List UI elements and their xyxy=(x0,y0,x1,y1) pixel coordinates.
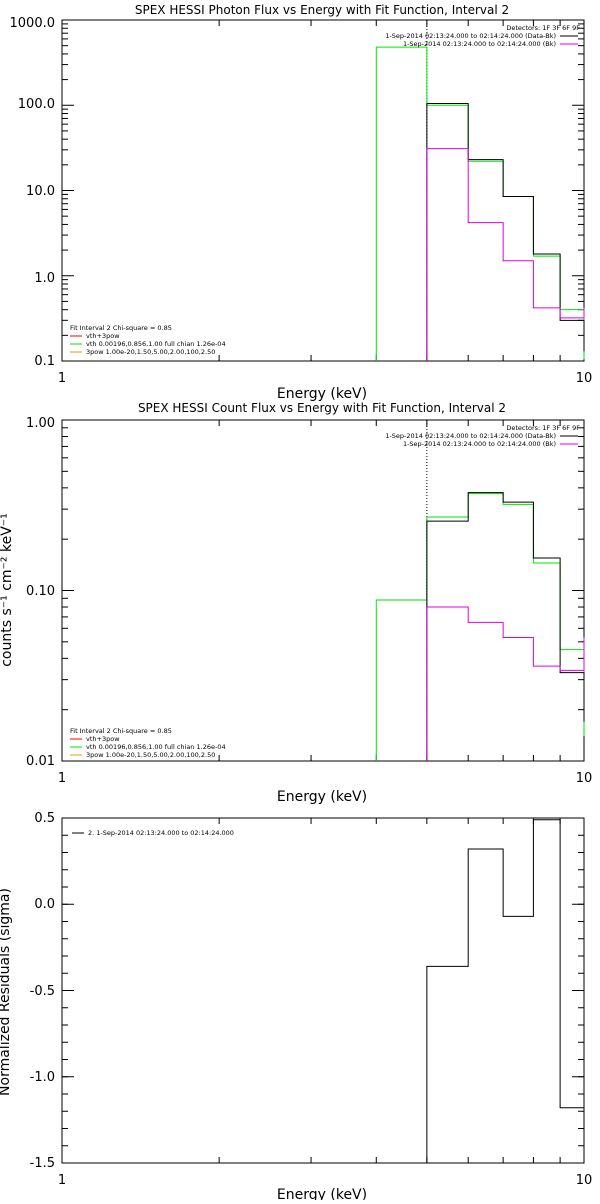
count-panel-title: SPEX HESSI Count Flux vs Energy with Fit… xyxy=(138,401,506,415)
photon-3pow-legend: 3pow 1.00e-20,1.50,5.00,2.00,100,2.50 xyxy=(86,348,215,356)
photon-vth-legend: vth 0.00196,0.856,1.00 full chian 1.26e-… xyxy=(86,340,226,348)
count-xtick-label: 1 xyxy=(58,771,66,786)
residuals-axis-ticks xyxy=(61,817,585,1164)
photon-xtick-label: 10 xyxy=(576,371,593,386)
count-fit-green-series xyxy=(375,493,585,761)
photon-data-black-series xyxy=(426,102,585,361)
photon-ytick-label: 1000.0 xyxy=(10,16,56,31)
photon-plot-frame xyxy=(61,19,585,362)
photon-fit-summary: Fit Interval 2 Chi-square = 0.85 xyxy=(70,324,172,332)
count-plot-frame xyxy=(61,419,585,762)
count-model-legend: vth+3pow xyxy=(86,735,120,743)
residuals-panel: -1.5 -1.0 -0.5 0.0 0.5 1 10 Energy (keV)… xyxy=(0,811,593,1203)
count-vth-legend: vth 0.00196,0.856,1.00 full chian 1.26e-… xyxy=(86,743,226,751)
residuals-ytick-label: -0.5 xyxy=(30,984,55,999)
count-data-black-series xyxy=(426,492,585,761)
count-xtick-label: 10 xyxy=(576,771,593,786)
photon-ytick-label: 0.1 xyxy=(34,354,55,369)
photon-model-legend: vth+3pow xyxy=(86,332,120,340)
residuals-ytick-label: 0.0 xyxy=(34,897,55,912)
residuals-xtick-label: 10 xyxy=(576,1173,593,1188)
photon-axis-ticks xyxy=(61,19,585,362)
count-fit-summary: Fit Interval 2 Chi-square = 0.85 xyxy=(70,727,172,735)
photon-xtick-label: 1 xyxy=(58,371,66,386)
residuals-xtick-label: 1 xyxy=(58,1173,66,1188)
photon-ytick-label: 100.0 xyxy=(18,97,55,112)
photon-data-interval-note: 1-Sep-2014 02:13:24.000 to 02:14:24.000 … xyxy=(385,32,556,40)
residuals-xaxis-label: Energy (keV) xyxy=(277,1187,367,1200)
residuals-ytick-label: 0.5 xyxy=(34,811,55,826)
residuals-black-series xyxy=(426,819,585,1163)
photon-flux-panel: SPEX HESSI Photon Flux vs Energy with Fi… xyxy=(10,3,593,402)
residuals-ytick-label: -1.0 xyxy=(30,1070,55,1085)
count-detectors-note: Detectors: 1F 3F 6F 9F xyxy=(506,424,580,432)
residuals-ytick-label: -1.5 xyxy=(30,1156,55,1171)
count-bk-interval-note: 1-Sep-2014 02:13:24.000 to 02:14:24.000 … xyxy=(403,440,556,448)
count-data-interval-note: 1-Sep-2014 02:13:24.000 to 02:14:24.000 … xyxy=(385,432,556,440)
photon-ytick-label: 10.0 xyxy=(26,184,55,199)
count-3pow-legend: 3pow 1.00e-20,1.50,5.00,2.00,100,2.50 xyxy=(86,751,215,759)
count-ytick-label: 0.01 xyxy=(26,754,55,769)
count-flux-panel: SPEX HESSI Count Flux vs Energy with Fit… xyxy=(0,401,592,805)
photon-detectors-note: Detectors: 1F 3F 6F 9F xyxy=(506,24,580,32)
count-xaxis-label: Energy (keV) xyxy=(277,789,367,805)
count-yaxis-label: counts s⁻¹ cm⁻² keV⁻¹ xyxy=(0,513,15,667)
residuals-yaxis-label: Normalized Residuals (sigma) xyxy=(0,888,13,1096)
photon-ytick-label: 1.0 xyxy=(34,271,55,286)
count-background-magenta-series xyxy=(426,606,585,761)
photon-xaxis-label: Energy (keV) xyxy=(277,386,367,402)
photon-fit-green-series xyxy=(375,46,585,361)
count-ytick-label: 0.10 xyxy=(26,584,55,599)
residuals-legend: 2. 1-Sep-2014 02:13:24.000 to 02:14:24.0… xyxy=(88,829,234,837)
photon-background-magenta-series xyxy=(426,148,585,361)
photon-panel-title: SPEX HESSI Photon Flux vs Energy with Fi… xyxy=(135,3,509,17)
photon-bk-interval-note: 1-Sep-2014 02:13:24.000 to 02:14:24.000 … xyxy=(403,40,556,48)
count-axis-ticks xyxy=(61,419,585,762)
residuals-plot-frame xyxy=(61,817,585,1164)
count-ytick-label: 1.00 xyxy=(26,416,55,431)
